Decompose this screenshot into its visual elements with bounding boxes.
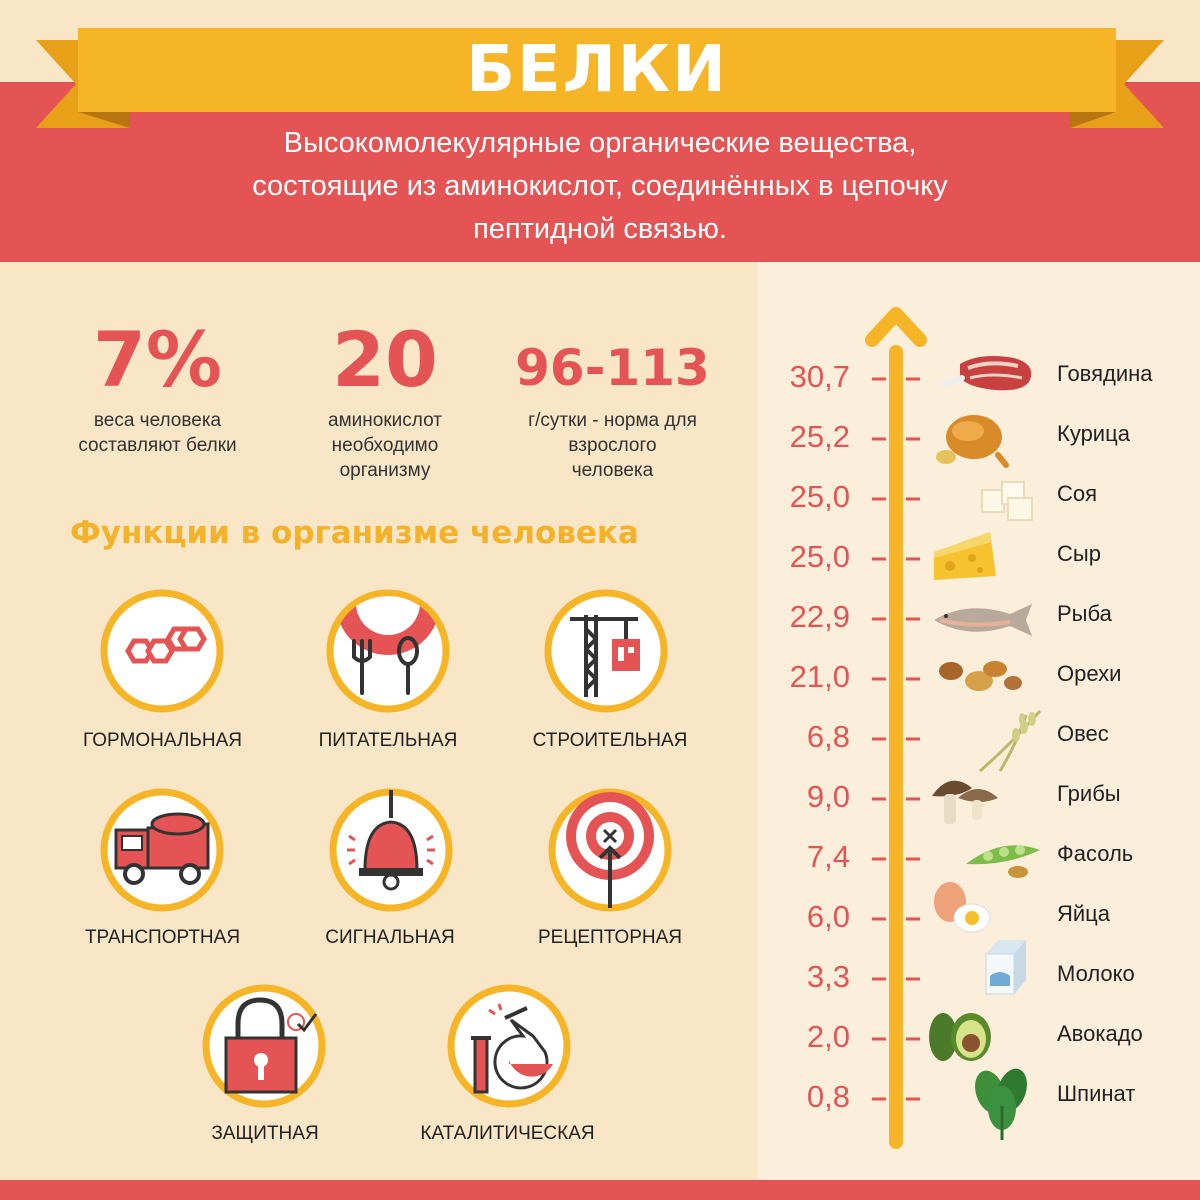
eggs-icon — [934, 882, 991, 933]
footer-band — [0, 1180, 1200, 1200]
food-name-chicken: Курица — [1057, 421, 1130, 446]
protein-value-milk: 3,3 — [806, 959, 850, 994]
food-name-milk: Молоко — [1057, 961, 1135, 986]
function-label-signal: СИГНАЛЬНАЯ — [325, 927, 455, 948]
definition-line: пептидной связью. — [473, 213, 727, 245]
stat-daily-norm: 96-113 г/сутки - норма для взрослого чел… — [500, 334, 725, 483]
target-icon — [548, 788, 672, 912]
food-name-cheese: Сыр — [1057, 541, 1101, 566]
function-label-nutritional: ПИТАТЕЛЬНАЯ — [318, 730, 458, 751]
protein-value-chicken: 25,2 — [789, 419, 850, 454]
flask-icon — [447, 984, 571, 1108]
stat-caption-line: человека — [571, 460, 654, 481]
protein-value-spinach: 0,8 — [806, 1079, 850, 1114]
stat-value: 20 — [332, 315, 438, 404]
food-name-nuts: Орехи — [1057, 661, 1122, 686]
chicken-icon — [936, 415, 1009, 468]
beef-icon — [941, 356, 1032, 391]
stat-caption-line: организму — [339, 460, 431, 481]
protein-value-beef: 30,7 — [789, 359, 850, 394]
stat-caption: аминокислот необходимо организму — [290, 408, 480, 483]
title-ribbon: БЕЛКИ — [78, 28, 1116, 112]
definition-text: Высокомолекулярные органические вещества… — [160, 122, 1040, 251]
stat-caption-line: необходимо — [331, 435, 439, 456]
functions-title: Функции в организме человека — [70, 515, 639, 551]
fish-icon — [934, 604, 1032, 636]
header-band — [0, 82, 1200, 262]
food-name-spinach: Шпинат — [1057, 1081, 1136, 1106]
dump-truck-icon — [100, 788, 224, 912]
page-title: БЕЛКИ — [466, 33, 728, 107]
milk-icon — [985, 940, 1026, 995]
function-label-structural: СТРОИТЕЛЬНАЯ — [532, 730, 688, 751]
crane-icon — [544, 589, 668, 713]
definition-line: Высокомолекулярные органические вещества… — [283, 127, 917, 159]
function-label-transport: ТРАНСПОРТНАЯ — [84, 927, 241, 948]
bell-icon — [329, 788, 453, 912]
food-name-avocado: Авокадо — [1057, 1021, 1143, 1046]
cheese-icon — [934, 532, 996, 580]
stat-caption: веса человека составляют белки — [50, 408, 265, 458]
food-name-mushrooms: Грибы — [1057, 781, 1121, 806]
food-name-oats: Овес — [1057, 721, 1109, 746]
protein-value-fish: 22,9 — [789, 599, 850, 634]
food-name-beans: Фасоль — [1057, 841, 1134, 866]
stat-value: 7% — [92, 315, 223, 404]
function-label-protective: ЗАЩИТНАЯ — [211, 1123, 319, 1144]
avocado-icon — [929, 1013, 991, 1061]
stat-caption-line: составляют белки — [78, 435, 237, 456]
function-label-hormonal: ГОРМОНАЛЬНАЯ — [83, 730, 242, 751]
protein-value-mushrooms: 9,0 — [806, 779, 850, 814]
protein-value-cheese: 25,0 — [789, 539, 850, 574]
definition-line: состоящие из аминокислот, соединённых в … — [252, 170, 948, 202]
protein-value-soy: 25,0 — [789, 479, 850, 514]
stat-caption-line: веса человека — [93, 410, 222, 431]
food-name-fish: Рыба — [1057, 601, 1112, 626]
food-name-eggs: Яйца — [1057, 901, 1111, 926]
stat-caption-line: г/сутки - норма для — [528, 410, 697, 431]
plate-cutlery-icon — [326, 589, 450, 713]
stat-amino-acids: 20 аминокислот необходимо организму — [290, 318, 480, 483]
stat-caption: г/сутки - норма для взрослого человека — [500, 408, 725, 483]
beans-icon — [966, 845, 1040, 878]
stat-value: 96-113 — [515, 339, 710, 397]
mushroom-icon — [932, 780, 998, 824]
protein-value-eggs: 6,0 — [806, 899, 850, 934]
protein-value-avocado: 2,0 — [806, 1019, 850, 1054]
hexagon-chain-icon — [100, 589, 224, 713]
nuts-icon — [939, 661, 1022, 691]
food-name-soy: Соя — [1057, 481, 1098, 506]
tofu-icon — [981, 481, 1033, 521]
stat-caption-line: аминокислот — [328, 410, 442, 431]
function-label-catalytic: КАТАЛИТИЧЕСКАЯ — [420, 1123, 595, 1144]
padlock-icon — [202, 984, 326, 1108]
function-label-receptor: РЕЦЕПТОРНАЯ — [537, 927, 683, 948]
stat-body-weight: 7% веса человека составляют белки — [50, 318, 265, 458]
protein-value-beans: 7,4 — [806, 839, 850, 874]
spinach-icon — [975, 1068, 1027, 1140]
stat-caption-line: взрослого — [568, 435, 657, 456]
protein-value-nuts: 21,0 — [789, 659, 850, 694]
food-name-beef: Говядина — [1057, 361, 1153, 386]
oats-icon — [979, 710, 1042, 773]
protein-value-oats: 6,8 — [806, 719, 850, 754]
scale-axis — [865, 307, 927, 1149]
